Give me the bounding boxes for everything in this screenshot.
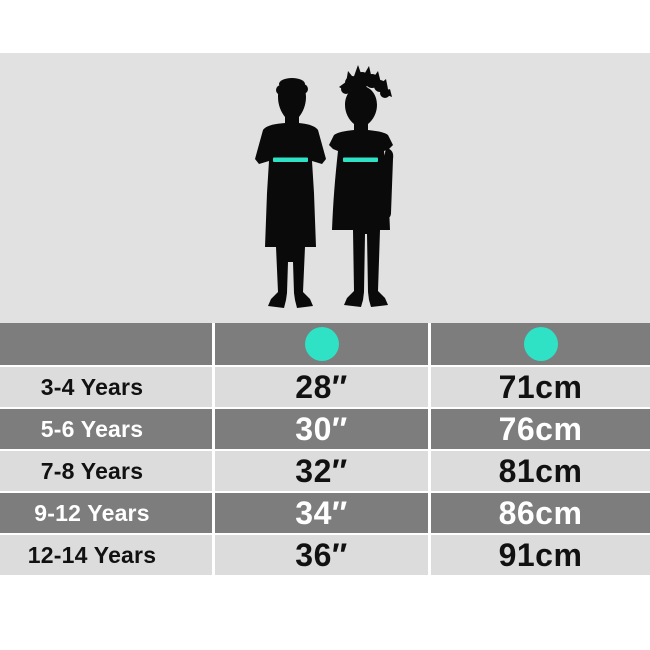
children-silhouette-graphic: [255, 65, 394, 308]
chest-circle-icon: [523, 327, 558, 361]
cm-cell: 81cm: [431, 451, 650, 491]
cm-cell: 76cm: [431, 409, 650, 449]
table-row: 3-4 Years 28″ 71cm: [0, 367, 650, 407]
cm-cell: 71cm: [431, 367, 650, 407]
age-cell: 7-8 Years: [0, 451, 212, 491]
cm-cell: 86cm: [431, 493, 650, 533]
header-inches-cell: [215, 323, 428, 365]
age-cell: 12-14 Years: [0, 535, 212, 575]
boy-silhouette: [255, 78, 326, 308]
inches-cell: 32″: [215, 451, 428, 491]
inches-cell: 28″: [215, 367, 428, 407]
figure-section: [0, 53, 650, 323]
table-row: 7-8 Years 32″ 81cm: [0, 451, 650, 491]
girl-silhouette: [329, 65, 394, 307]
table-header-row: [0, 323, 650, 365]
girl-chest-measure-line: [343, 157, 378, 162]
size-table: 3-4 Years 28″ 71cm 5-6 Years 30″ 76cm 7-…: [0, 323, 650, 575]
age-cell: 3-4 Years: [0, 367, 212, 407]
table-row: 5-6 Years 30″ 76cm: [0, 409, 650, 449]
header-age-cell: [0, 323, 212, 365]
age-cell: 9-12 Years: [0, 493, 212, 533]
inches-cell: 30″: [215, 409, 428, 449]
inches-cell: 34″: [215, 493, 428, 533]
table-row: 9-12 Years 34″ 86cm: [0, 493, 650, 533]
header-cm-cell: [431, 323, 650, 365]
inches-cell: 36″: [215, 535, 428, 575]
chest-circle-icon: [304, 327, 339, 361]
table-row: 12-14 Years 36″ 91cm: [0, 535, 650, 575]
age-cell: 5-6 Years: [0, 409, 212, 449]
boy-chest-measure-line: [273, 157, 308, 162]
cm-cell: 91cm: [431, 535, 650, 575]
